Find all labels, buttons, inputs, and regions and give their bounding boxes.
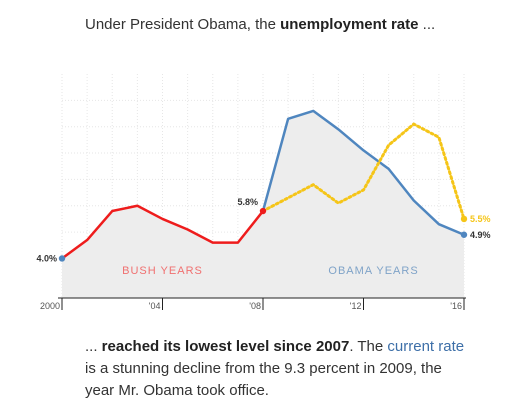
area-fill (62, 110, 464, 298)
series-line-1 (261, 109, 465, 236)
intro-bold: unemployment rate (280, 16, 419, 33)
current-rate-link[interactable]: current rate (387, 338, 465, 355)
data-point-1 (259, 207, 267, 215)
unemployment-chart: BUSH YEARS OBAMA YEARS 4.0% 5.8% 5.5% 4.9% 200… (36, 74, 491, 311)
data-label-2: 5.5% (470, 214, 491, 224)
outro-text: ... reached its lowest level since 2007.… (85, 336, 465, 402)
outro-part3: is a stunning decline from the 9.3 perce… (85, 360, 442, 399)
intro-part2: ... (418, 16, 436, 33)
intro-text: Under President Obama, the unemployment … (85, 14, 445, 36)
data-label-1: 5.8% (237, 197, 258, 207)
era-label: BUSH YEARS (122, 265, 203, 277)
data-label-0: 4.0% (36, 253, 57, 263)
series-line-0 (61, 204, 264, 260)
data-label-3: 4.9% (470, 230, 491, 240)
data-point-3 (460, 231, 468, 238)
intro-part1: Under President Obama, the (85, 16, 281, 33)
outro-part2: . The (349, 338, 388, 355)
x-tick-label: '04 (149, 301, 161, 311)
x-tick-label: 2000 (40, 301, 60, 311)
x-tick-label: '16 (450, 301, 462, 311)
data-point-0 (58, 255, 66, 262)
x-tick-label: '12 (350, 301, 362, 311)
era-label: OBAMA YEARS (328, 265, 418, 277)
outro-lead: ... (85, 338, 102, 355)
series-line-2 (261, 122, 466, 221)
data-point-2 (460, 215, 468, 223)
x-tick-label: '08 (249, 301, 261, 311)
outro-bold: reached its lowest level since 2007 (101, 338, 350, 355)
